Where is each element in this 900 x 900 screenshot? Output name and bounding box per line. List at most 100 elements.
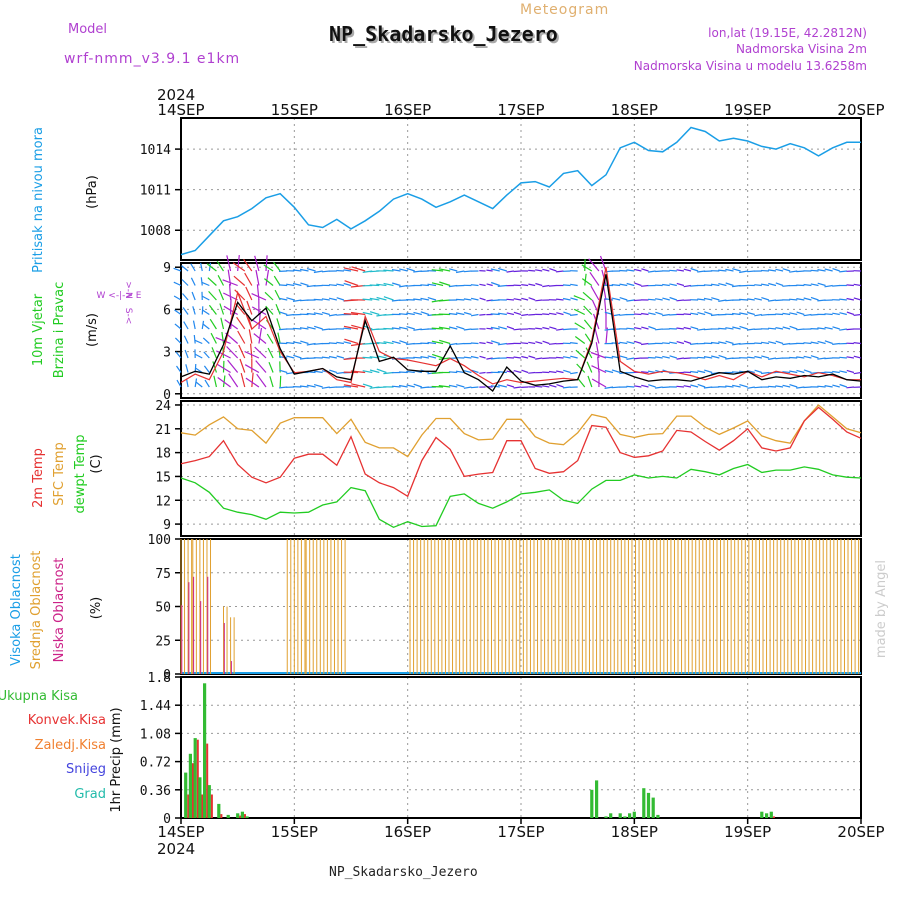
wind-arrow	[711, 355, 720, 359]
wind-arrow	[775, 282, 784, 287]
wind-arrow	[219, 303, 225, 315]
ytick-label-2: 24	[155, 399, 171, 414]
wind-arrow	[521, 369, 529, 374]
wind-arrow	[273, 261, 281, 272]
wind-arrow	[486, 341, 493, 345]
dewpoint-line	[180, 463, 862, 529]
wind-arrow	[234, 289, 246, 301]
wind-arrow	[789, 342, 798, 345]
ytick-label-2: 9	[163, 518, 171, 533]
wind-arrow	[427, 355, 437, 359]
cloud-bars	[180, 539, 861, 674]
wind-arrow	[244, 364, 260, 374]
wind-arrow	[336, 313, 344, 316]
xtick-bottom-label: 14SEP	[157, 823, 204, 841]
wind-arrow	[399, 268, 408, 272]
wind-arrow	[775, 357, 784, 360]
wind-arrow	[775, 268, 784, 272]
wind-arrow	[431, 385, 444, 388]
wind-arrow	[703, 356, 713, 359]
wind-arrow	[470, 386, 479, 389]
wind-arrow	[470, 284, 479, 287]
precip-total-bar	[765, 813, 769, 818]
wind-arrow	[313, 270, 323, 274]
precip-total-bar	[618, 813, 622, 818]
wind-arrow	[497, 384, 507, 388]
dewpt-title: dewpt Temp	[73, 434, 88, 513]
wind-arrow	[662, 386, 670, 389]
wind-arrow	[587, 375, 593, 388]
precip-conv-bar	[201, 794, 204, 818]
wind-arrow	[683, 313, 692, 316]
wind-arrow	[732, 268, 741, 272]
wind-arrow	[824, 326, 833, 330]
wind-arrow	[832, 312, 840, 316]
wind-arrow	[521, 355, 529, 359]
wind-arrow	[535, 357, 543, 360]
wind-arrow	[362, 383, 373, 388]
model-label: Model	[68, 22, 107, 37]
panel-frame-4	[180, 676, 862, 819]
wind-arrow	[431, 282, 444, 287]
wind-arrow	[479, 313, 486, 316]
wind-arrow	[202, 337, 210, 344]
wind-arrow	[448, 312, 458, 316]
wind-arrow	[789, 312, 798, 316]
wind-arrow	[463, 298, 472, 301]
wind-arrow	[782, 326, 791, 330]
wind-arrow	[255, 269, 260, 286]
wind-arrow	[662, 313, 670, 317]
wind-arrow	[362, 370, 373, 374]
wind-arrow	[267, 347, 274, 359]
wind-arrow	[216, 260, 225, 272]
ytick-label-0: 1011	[140, 184, 171, 199]
wind-arrow	[456, 325, 465, 330]
wind-arrow	[350, 311, 366, 316]
wind-arrow	[273, 275, 281, 286]
wind-arrow	[739, 270, 748, 274]
wind-arrow	[718, 269, 727, 272]
wind-arrow	[782, 284, 791, 287]
wind-arrow	[329, 369, 338, 374]
wind-arrow	[633, 357, 642, 360]
wind-arrow	[590, 285, 600, 301]
wind-arrow	[655, 328, 663, 331]
ytick-label-0: 1008	[140, 224, 171, 239]
wind-arrow	[710, 313, 720, 317]
wind-arrow	[463, 386, 472, 389]
wind-arrow	[470, 355, 479, 359]
xtick-top-label: 15SEP	[271, 101, 318, 119]
wind-arrow	[278, 284, 288, 287]
wind-arrow	[201, 295, 210, 301]
wind-arrow	[420, 284, 429, 287]
wind-arrow	[513, 298, 522, 301]
wind-arrow	[251, 306, 267, 316]
wind-arrow	[362, 356, 373, 359]
wind-arrow	[479, 355, 486, 359]
wind-arrow	[839, 370, 847, 374]
wind-arrow	[362, 298, 373, 301]
wind-arrow	[222, 279, 238, 287]
wind-arrow	[506, 312, 515, 316]
temp-2m-line	[180, 406, 862, 498]
wind-arrow	[676, 299, 684, 302]
wind-arrow	[292, 341, 302, 345]
legend-grad: Grad	[74, 787, 106, 802]
wind-arrow	[626, 299, 635, 302]
wind-title2: Brzina i Pravac	[52, 282, 67, 379]
wind-arrow	[548, 370, 557, 374]
wind-arrow	[761, 297, 770, 301]
wind-arrow	[817, 340, 826, 345]
precip-conv-bar	[206, 743, 209, 818]
wind-arrow	[268, 361, 274, 373]
wind-arrow	[479, 342, 486, 345]
wind-arrow	[448, 384, 458, 388]
wind-arrow	[528, 371, 536, 374]
wind-arrow	[725, 282, 734, 287]
wind-arrow	[173, 281, 182, 287]
wind-arrow	[369, 284, 380, 287]
wind-arrow	[497, 284, 507, 287]
precip-total-bar	[623, 816, 627, 818]
wind-arrow	[299, 385, 309, 388]
wind-arrow	[641, 326, 649, 330]
